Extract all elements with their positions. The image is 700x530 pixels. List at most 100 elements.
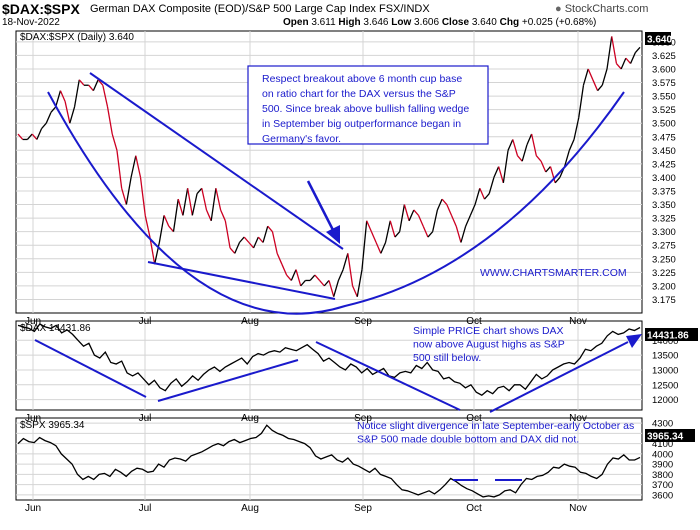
ratio-line-segment: [248, 242, 255, 249]
ratio-line-segment: [563, 150, 570, 167]
ratio-line-segment: [606, 36, 613, 70]
ratio-line-segment: [479, 188, 486, 200]
chart-date: 18-Nov-2022: [2, 17, 60, 28]
x-axis-month-label: Aug: [241, 316, 259, 327]
ratio-line-segment: [220, 209, 226, 222]
dax-annotation-text: now above August highs as S&P: [413, 339, 565, 351]
y-tick-label: 3.225: [652, 268, 676, 279]
ratio-line-segment: [262, 226, 269, 243]
y-tick-label: 14000: [652, 336, 678, 347]
ratio-line-segment: [121, 188, 128, 205]
x-axis-month-label: Jun: [25, 503, 41, 514]
y-tick-label: 3.525: [652, 105, 676, 116]
website-watermark: WWW.CHARTSMARTER.COM: [480, 267, 627, 279]
dax-uptrend-line-2: [489, 341, 629, 413]
annotation-text: in September big outperformance began in: [262, 118, 461, 130]
ratio-line-segment: [26, 133, 33, 140]
y-tick-label: 3.300: [652, 227, 676, 238]
y-tick-label: 12500: [652, 380, 678, 391]
ratio-line-segment: [427, 231, 434, 238]
ratio-line-segment: [540, 160, 547, 173]
ratio-line-segment: [267, 225, 273, 233]
ratio-line-segment: [139, 177, 146, 216]
ratio-line-segment: [163, 215, 170, 227]
ratio-line-segment: [389, 220, 396, 238]
dax-trend-arrow-icon: [626, 334, 642, 348]
ratio-line-segment: [351, 285, 358, 297]
panel-legend: $DAX:$SPX (Daily) 3.640: [20, 32, 134, 43]
open-label: Open: [283, 17, 309, 28]
dax-annotation-text: Simple PRICE chart shows DAX: [413, 325, 564, 337]
ratio-line-segment: [366, 220, 373, 232]
ratio-line-segment: [422, 225, 429, 238]
ratio-line-segment: [116, 150, 123, 189]
ratio-line-segment: [502, 150, 509, 183]
y-tick-label: 4300: [652, 419, 673, 430]
ratio-line-segment: [224, 220, 231, 249]
ratio-line-segment: [578, 85, 585, 118]
ratio-line-segment: [196, 187, 203, 195]
ratio-line-segment: [191, 193, 198, 216]
close-value: 3.640: [471, 17, 497, 28]
ratio-line-segment: [436, 198, 443, 211]
ratio-line-segment: [319, 280, 325, 287]
last-value-label: 3965.34: [647, 432, 684, 443]
ratio-line-segment: [460, 226, 467, 243]
ratio-line-segment: [333, 280, 340, 297]
ratio-line-segment: [597, 84, 603, 92]
y-tick-label: 4000: [652, 449, 673, 460]
ratio-line-segment: [300, 280, 306, 287]
ratio-line-segment: [526, 133, 533, 146]
ratio-line-segment: [549, 166, 556, 184]
ratio-line-segment: [507, 139, 514, 151]
y-tick-label: 3.600: [652, 64, 676, 75]
ratio-line-segment: [545, 166, 551, 173]
ratio-line-segment: [512, 139, 519, 156]
stockcharts-brand[interactable]: ● StockCharts.com: [555, 3, 648, 15]
ratio-line-segment: [281, 263, 288, 276]
ratio-line-segment: [587, 68, 594, 81]
ratio-line-segment: [408, 209, 415, 222]
ratio-line-segment: [158, 215, 165, 243]
breakout-arrow-shaft: [306, 180, 336, 233]
low-label: Low: [391, 17, 412, 28]
y-tick-label: 3900: [652, 460, 673, 471]
ratio-line-segment: [205, 209, 212, 222]
ratio-line-segment: [276, 253, 283, 265]
ratio-line-segment: [488, 177, 495, 194]
y-tick-label: 3.325: [652, 214, 676, 225]
ratio-line-segment: [469, 204, 476, 216]
ratio-line-segment: [102, 85, 109, 108]
brand-name: StockCharts.com: [564, 3, 649, 15]
wedge-upper-trendline: [89, 72, 344, 250]
last-value-badge: [645, 32, 671, 45]
ratio-line-segment: [177, 198, 184, 216]
ratio-line-segment: [493, 166, 500, 178]
ratio-line-segment: [69, 106, 76, 124]
ratio-line-segment: [234, 242, 241, 254]
y-tick-label: 3.625: [652, 51, 676, 62]
ratio-line-segment: [484, 193, 490, 200]
ratio-line-segment: [168, 225, 174, 233]
breakout-arrow-icon: [326, 225, 340, 244]
ratio-line-segment: [337, 269, 344, 281]
ratio-line-segment: [88, 84, 94, 92]
annotation-text: Germany's favor.: [262, 133, 341, 145]
x-axis-month-label: Nov: [569, 413, 587, 424]
ratio-line-segment: [149, 236, 156, 265]
open-value: 3.611: [311, 17, 336, 28]
ratio-line-segment: [615, 63, 622, 70]
x-axis-month-label: Jun: [25, 413, 41, 424]
y-tick-label: 3.375: [652, 186, 676, 197]
change-label: Chg: [499, 17, 520, 28]
high-value: 3.646: [363, 17, 389, 28]
ratio-line-segment: [370, 231, 377, 243]
chart-description: German DAX Composite (EOD)/S&P 500 Large…: [90, 3, 430, 15]
ratio-line-segment: [403, 204, 410, 221]
y-tick-label: 12000: [652, 395, 678, 406]
y-tick-label: 3.350: [652, 200, 676, 211]
x-axis-month-label: Sep: [354, 503, 372, 514]
ratio-line-segment: [328, 280, 335, 297]
ratio-line-segment: [17, 133, 24, 140]
